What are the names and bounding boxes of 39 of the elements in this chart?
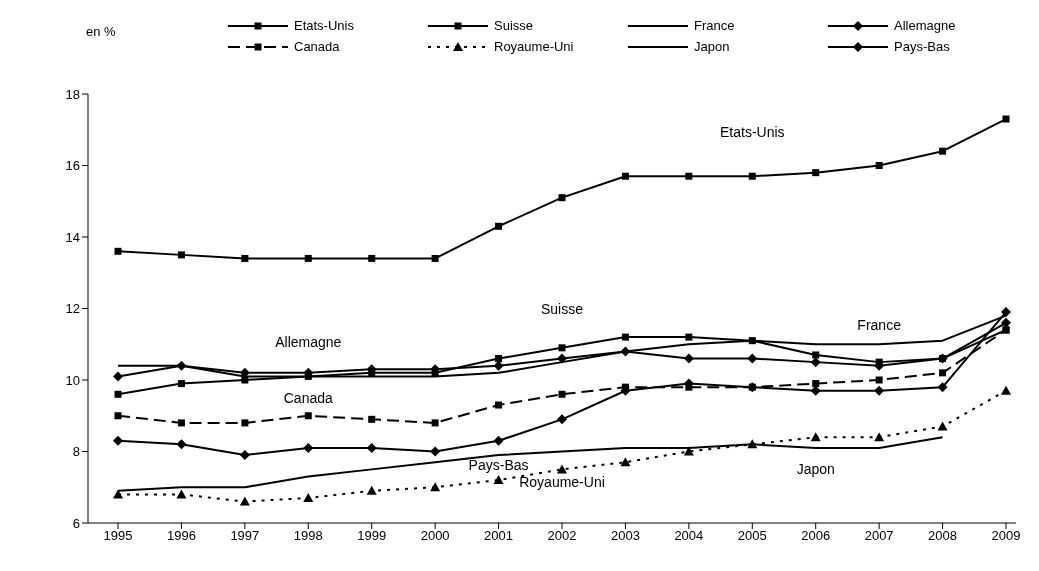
y-axis-title: en % — [86, 24, 116, 39]
x-tick-label: 2004 — [674, 528, 704, 544]
x-tick-label: 2001 — [484, 528, 514, 544]
text: Canada — [283, 390, 333, 407]
x-tick-label: 2005 — [737, 528, 767, 544]
y-tick-label: 14 — [65, 229, 80, 245]
y-tick-label: 18 — [65, 86, 80, 102]
text: France — [857, 316, 901, 333]
y-tick-label: 16 — [65, 158, 80, 174]
x-tick-label: 2000 — [420, 528, 450, 544]
legend-label: Allemagne — [894, 18, 956, 33]
x-tick-label: 2006 — [801, 528, 831, 544]
text: Japon — [796, 460, 835, 477]
x-tick-label: 2003 — [610, 528, 640, 544]
legend-label: Royaume-Uni — [494, 39, 574, 54]
x-tick-label: 1999 — [357, 528, 387, 544]
legend-label: Suisse — [494, 18, 534, 33]
y-tick-label: 6 — [72, 515, 80, 531]
x-tick-label: 2009 — [991, 528, 1021, 544]
legend-label: France — [694, 18, 735, 33]
legend-label: Etats-Unis — [294, 18, 354, 33]
x-tick-label: 1998 — [293, 528, 323, 544]
text: Pays-Bas — [468, 457, 529, 474]
x-tick-label: 2008 — [928, 528, 958, 544]
x-tick-label: 1996 — [166, 528, 196, 544]
y-tick-label: 12 — [65, 301, 80, 317]
x-tick-label: 2007 — [864, 528, 894, 544]
legend-label: Canada — [294, 39, 340, 54]
text: Royaume-Uni — [519, 474, 605, 491]
y-tick-label: 8 — [72, 444, 80, 460]
x-tick-label: 2002 — [547, 528, 577, 544]
legend-label: Pays-Bas — [894, 39, 950, 54]
text: Etats-Unis — [720, 123, 785, 140]
text: Allemagne — [275, 333, 342, 350]
text: Suisse — [540, 300, 584, 317]
x-tick-label: 1997 — [230, 528, 260, 544]
legend-label: Japon — [694, 39, 730, 54]
x-tick-label: 1995 — [103, 528, 133, 544]
y-tick-label: 10 — [65, 372, 80, 388]
